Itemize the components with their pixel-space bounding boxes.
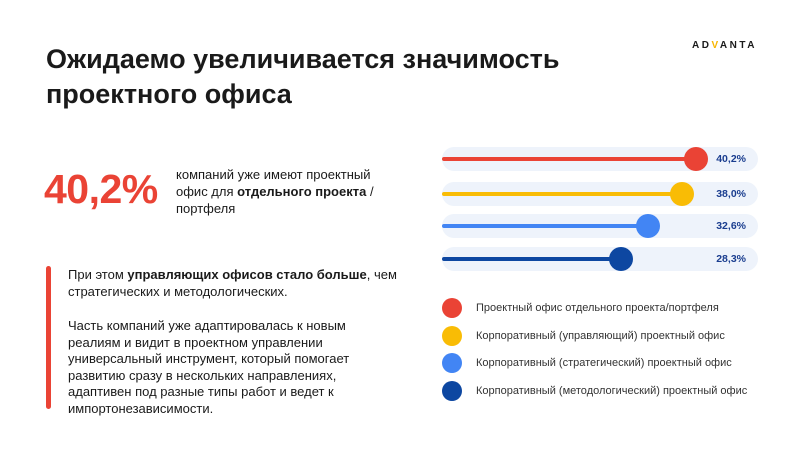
bar-track: 32,6% (442, 214, 758, 238)
legend-dot (442, 298, 462, 318)
legend-dot (442, 326, 462, 346)
legend-dot (442, 381, 462, 401)
legend-label: Корпоративный (стратегический) проектный… (476, 357, 732, 369)
headline-description: компаний уже имеют проектный офис для от… (176, 167, 374, 216)
bar-fill (442, 157, 697, 161)
legend-label: Проектный офис отдельного проекта/портфе… (476, 302, 719, 314)
paragraph-adaptation: Часть компаний уже адаптировалась к новы… (68, 318, 350, 416)
legend-label: Корпоративный (управляющий) проектный оф… (476, 330, 725, 342)
bar-marker (670, 182, 695, 206)
bar-fill (442, 257, 621, 261)
accent-bar (46, 266, 51, 409)
bar-track: 40,2% (442, 147, 758, 171)
paragraph-managing-offices: При этом управляющих офисов стало больше… (68, 267, 397, 299)
bar-track: 38,0% (442, 182, 758, 206)
bar-value-label: 40,2% (716, 153, 746, 165)
bar-value-label: 32,6% (716, 220, 746, 232)
page-title: Ожидаемо увеличивается значимость проект… (46, 44, 560, 109)
bar-value-label: 38,0% (716, 188, 746, 200)
bar-track: 28,3% (442, 247, 758, 271)
bar-marker (636, 214, 661, 238)
bar-marker (608, 247, 633, 271)
bar-fill (442, 224, 649, 228)
advanta-logo: ADVANTA (692, 40, 757, 51)
headline-percentage: 40,2% (44, 166, 158, 212)
bar-marker (684, 147, 709, 171)
legend-label: Корпоративный (методологический) проектн… (476, 385, 748, 397)
legend-dot (442, 353, 462, 373)
bar-fill (442, 192, 683, 196)
bar-value-label: 28,3% (716, 253, 746, 265)
